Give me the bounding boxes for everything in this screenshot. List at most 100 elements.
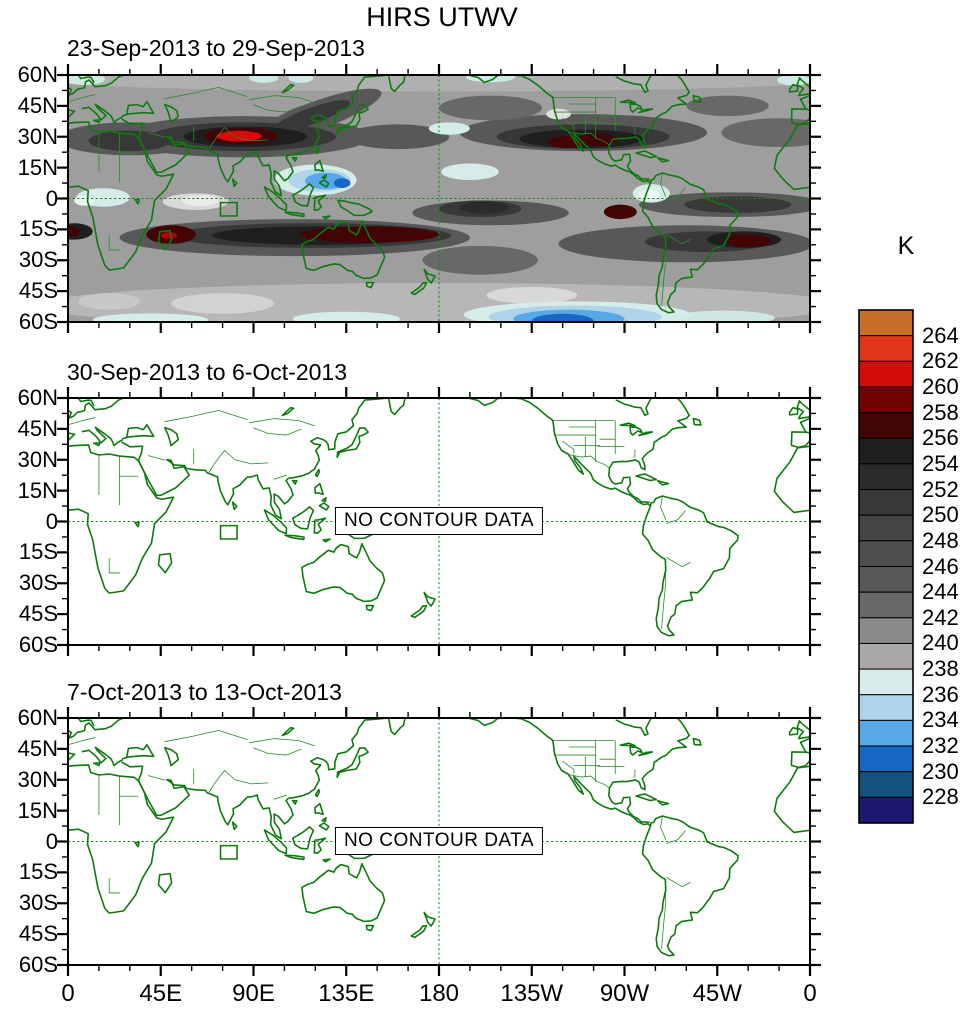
contour-blob [74,195,95,206]
country-border [274,795,286,799]
coastline [82,104,122,122]
coastline [424,913,435,927]
coastline [928,75,966,196]
coastline [319,180,328,187]
coastline [127,102,154,114]
contour-blob [603,204,637,220]
contour-blob [68,75,106,85]
colorbar-tick-label: 246 [922,553,959,579]
coastline [774,122,915,270]
lon-tick-label: 90W [599,980,650,1007]
country-border [148,776,164,781]
country-border [209,450,224,472]
coastline [158,231,171,250]
colorbar-swatch [858,617,914,644]
colorbar-swatch [858,386,914,414]
country-border [109,236,119,250]
coastline [630,747,642,755]
coastline [32,445,173,593]
region-marker-box [221,203,237,216]
contour-blob [531,313,594,322]
panel-subtitle-1: 23-Sep-2013 to 29-Sep-2013 [67,35,365,61]
country-border [165,87,247,98]
contour-blob [459,201,510,214]
colorbar-tick-label: 260 [922,373,959,399]
coastline [167,460,186,469]
coastline [322,175,326,178]
country-border [851,879,861,893]
coastline [797,721,813,739]
coastline [620,100,635,103]
coastline [880,137,931,173]
colorbar-swatch [858,412,914,439]
coastline [323,216,330,219]
coastline [907,105,920,123]
state-border [563,761,574,774]
coastline [233,502,237,509]
coastline [389,718,405,734]
country-border [249,96,314,103]
coastline [264,187,286,211]
page-title: HIRS UTWV [366,2,518,32]
country-border [661,816,666,839]
coastline [282,728,293,736]
lat-tick-label: 15S [18,216,58,242]
lat-tick-label: 60N [17,705,58,730]
colorbar-tick-label: 244 [922,579,959,605]
coastline [820,75,835,82]
colorbar-swatch [858,489,914,516]
coastline [32,765,173,913]
lat-tick-label: 45S [18,601,58,627]
coastline [82,747,122,765]
coastline [630,427,642,435]
colorbar-tick-label: 250 [922,502,959,528]
country-border [249,739,314,746]
country-border [209,127,224,149]
contour-blob [725,234,771,248]
coastline [59,718,124,752]
coastline [877,843,881,847]
contour-blob [428,122,470,135]
coastline [186,718,388,839]
country-border [667,878,691,887]
panel-subtitle-2: 30-Sep-2013 to 6-Oct-2013 [67,359,348,385]
coastline [186,398,388,519]
coastline [836,763,842,766]
coastline [135,200,139,204]
coastline [337,105,368,134]
coastline [643,173,738,313]
coastline [900,874,913,893]
coastline [877,200,881,204]
country-border [254,428,301,435]
country-border [667,235,691,244]
coastline [158,874,171,893]
lat-tick-label: 60N [17,62,58,87]
lon-tick-label: 180 [418,980,460,1007]
colorbar-tick-label: 242 [922,604,959,630]
lat-tick-label: 0 [45,508,58,534]
coastline [411,606,426,618]
coastline [314,518,325,533]
coastline [790,728,798,735]
coastline [322,818,326,821]
coastline [264,510,286,534]
colorbar-unit-label: K [897,232,915,260]
country-border [249,419,314,426]
lat-tick-label: 60S [18,309,58,334]
lat-tick-label: 30S [18,570,58,596]
colorbar-tick-label: 232 [922,733,959,759]
coastline [791,432,816,447]
coastline [658,158,669,162]
coastline [123,436,154,439]
lat-tick-label: 60S [18,952,58,977]
lat-tick-label: 15N [17,154,58,180]
country-border [68,418,95,425]
lat-tick-label: 15S [18,539,58,565]
colorbar [858,309,914,824]
coastline [302,864,385,922]
coastline [233,179,237,186]
coastline [165,748,178,766]
lat-tick-label: 45N [17,92,58,118]
coastline [186,75,388,196]
coastline [366,282,373,287]
